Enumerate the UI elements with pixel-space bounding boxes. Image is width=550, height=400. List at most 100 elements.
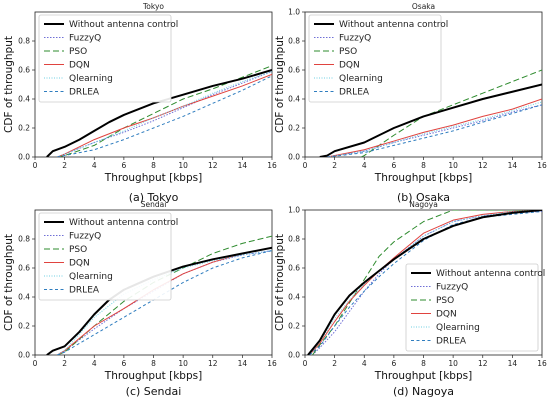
- x-tick-label: 16: [267, 161, 277, 170]
- y-tick-label: 0.8: [288, 37, 300, 46]
- x-tick-label: 16: [537, 161, 547, 170]
- series-line-fuzzyq: [56, 250, 272, 355]
- x-tick-label: 14: [508, 161, 518, 170]
- legend: Without antenna control FuzzyQ PSO DQN Qlear…: [405, 263, 545, 352]
- x-tick-label: 4: [92, 161, 97, 170]
- x-tick-label: 12: [208, 161, 218, 170]
- legend-label-dqn: DQN: [69, 259, 90, 269]
- x-tick-label: 14: [238, 161, 248, 170]
- legend-label-drlea: DRLEA: [69, 88, 100, 98]
- x-tick-label: 6: [121, 161, 126, 170]
- y-tick-label: 0.0: [18, 351, 30, 360]
- series-line-without-antenna-control: [46, 69, 272, 157]
- legend-label-pso: PSO: [339, 47, 357, 57]
- y-tick-label: 0.6: [288, 264, 300, 273]
- legend-label-qlearning: Qlearning: [69, 272, 113, 282]
- legend-label-pso: PSO: [69, 245, 87, 255]
- y-tick-label: 0.0: [18, 153, 30, 162]
- chart-panel-osaka: Osaka 0 2 4 6 8 10 12 14 16 0.0 0.2 0.4 0.6 0.8 1.0 Thro…: [274, 2, 547, 204]
- series-line-fuzzyq: [57, 70, 272, 157]
- chart-panel-sendai: Sendai 0 2 4 6 8 10 12 14 16 0.0 0.2 0.4 0.6 0.8 Throug…: [3, 200, 277, 398]
- x-tick-label: 12: [478, 359, 488, 368]
- y-tick-label: 0.2: [288, 124, 300, 133]
- x-axis-label: Throughput [kbps]: [104, 370, 202, 382]
- legend-label-dqn: DQN: [69, 61, 90, 71]
- x-tick-label: 10: [448, 359, 458, 368]
- legend-label-without-antenna-control: Without antenna control: [436, 269, 545, 279]
- y-axis-label: CDF of throughput: [3, 234, 15, 331]
- legend-label-qlearning: Qlearning: [436, 323, 480, 333]
- y-tick-label: 0.2: [18, 124, 30, 133]
- y-tick-label: 0.4: [288, 293, 300, 302]
- x-tick-label: 14: [508, 359, 518, 368]
- y-axis-label: CDF of throughput: [3, 36, 15, 133]
- x-tick-label: 0: [33, 161, 38, 170]
- legend-label-fuzzyq: FuzzyQ: [69, 34, 101, 44]
- x-tick-label: 10: [178, 161, 188, 170]
- legend-box: [38, 14, 172, 103]
- y-tick-label: 0.2: [288, 322, 300, 331]
- y-tick-label: 0.4: [18, 293, 30, 302]
- x-tick-label: 2: [62, 161, 67, 170]
- panel-caption: (d) Nagoya: [393, 385, 454, 398]
- x-tick-label: 0: [303, 161, 308, 170]
- legend-label-without-antenna-control: Without antenna control: [69, 20, 178, 30]
- series-line-without-antenna-control: [319, 83, 542, 157]
- x-tick-label: 12: [478, 161, 488, 170]
- x-tick-label: 14: [238, 359, 248, 368]
- legend-label-qlearning: Qlearning: [69, 74, 113, 84]
- x-tick-label: 12: [208, 359, 218, 368]
- series-line-drlea: [57, 75, 272, 157]
- x-tick-label: 4: [362, 359, 367, 368]
- x-axis-label: Throughput [kbps]: [374, 370, 472, 382]
- x-tick-label: 4: [92, 359, 97, 368]
- y-tick-label: 0.6: [18, 264, 30, 273]
- legend-label-fuzzyq: FuzzyQ: [339, 34, 371, 44]
- legend-label-dqn: DQN: [339, 61, 360, 71]
- x-axis-label: Throughput [kbps]: [104, 172, 202, 184]
- y-axis-label: CDF of throughput: [274, 36, 286, 133]
- series-line-without-antenna-control: [307, 210, 542, 355]
- x-tick-label: 6: [391, 359, 396, 368]
- legend-label-fuzzyq: FuzzyQ: [436, 283, 468, 293]
- x-tick-label: 6: [391, 161, 396, 170]
- legend-label-drlea: DRLEA: [339, 88, 370, 98]
- y-tick-label: 1.0: [288, 206, 300, 215]
- y-tick-label: 0.2: [18, 322, 30, 331]
- x-axis-label: Throughput [kbps]: [374, 172, 472, 184]
- x-tick-label: 0: [303, 359, 308, 368]
- y-tick-label: 0.4: [288, 95, 300, 104]
- y-tick-label: 0.8: [18, 235, 30, 244]
- x-tick-label: 8: [421, 161, 426, 170]
- panel-caption: (a) Tokyo: [129, 191, 179, 204]
- y-tick-label: 0.8: [288, 235, 300, 244]
- legend-label-drlea: DRLEA: [436, 337, 467, 347]
- series-line-dqn: [57, 73, 272, 157]
- x-tick-label: 2: [62, 359, 67, 368]
- legend: Without antenna control FuzzyQ PSO DQN Qlear…: [38, 212, 178, 301]
- x-tick-label: 16: [537, 359, 547, 368]
- legend-label-pso: PSO: [436, 296, 454, 306]
- x-tick-label: 8: [151, 359, 156, 368]
- x-tick-label: 0: [33, 359, 38, 368]
- chart-title: Nagoya: [409, 200, 438, 209]
- y-axis-label: CDF of throughput: [274, 234, 286, 331]
- x-tick-label: 10: [178, 359, 188, 368]
- legend: Without antenna control FuzzyQ PSO DQN Qlear…: [308, 14, 448, 103]
- x-tick-label: 2: [332, 161, 337, 170]
- y-tick-label: 0.0: [288, 351, 300, 360]
- legend-label-dqn: DQN: [436, 310, 457, 320]
- chart-title: Tokyo: [142, 2, 164, 11]
- x-tick-label: 6: [121, 359, 126, 368]
- legend-label-fuzzyq: FuzzyQ: [69, 232, 101, 242]
- y-tick-label: 0.8: [18, 37, 30, 46]
- y-tick-label: 0.6: [18, 66, 30, 75]
- y-tick-label: 0.4: [18, 95, 30, 104]
- legend-box: [405, 263, 539, 352]
- y-tick-label: 0.0: [288, 153, 300, 162]
- y-tick-label: 0.6: [288, 66, 300, 75]
- y-tick-label: 1.0: [288, 8, 300, 17]
- legend-label-pso: PSO: [69, 47, 87, 57]
- legend-label-qlearning: Qlearning: [339, 74, 383, 84]
